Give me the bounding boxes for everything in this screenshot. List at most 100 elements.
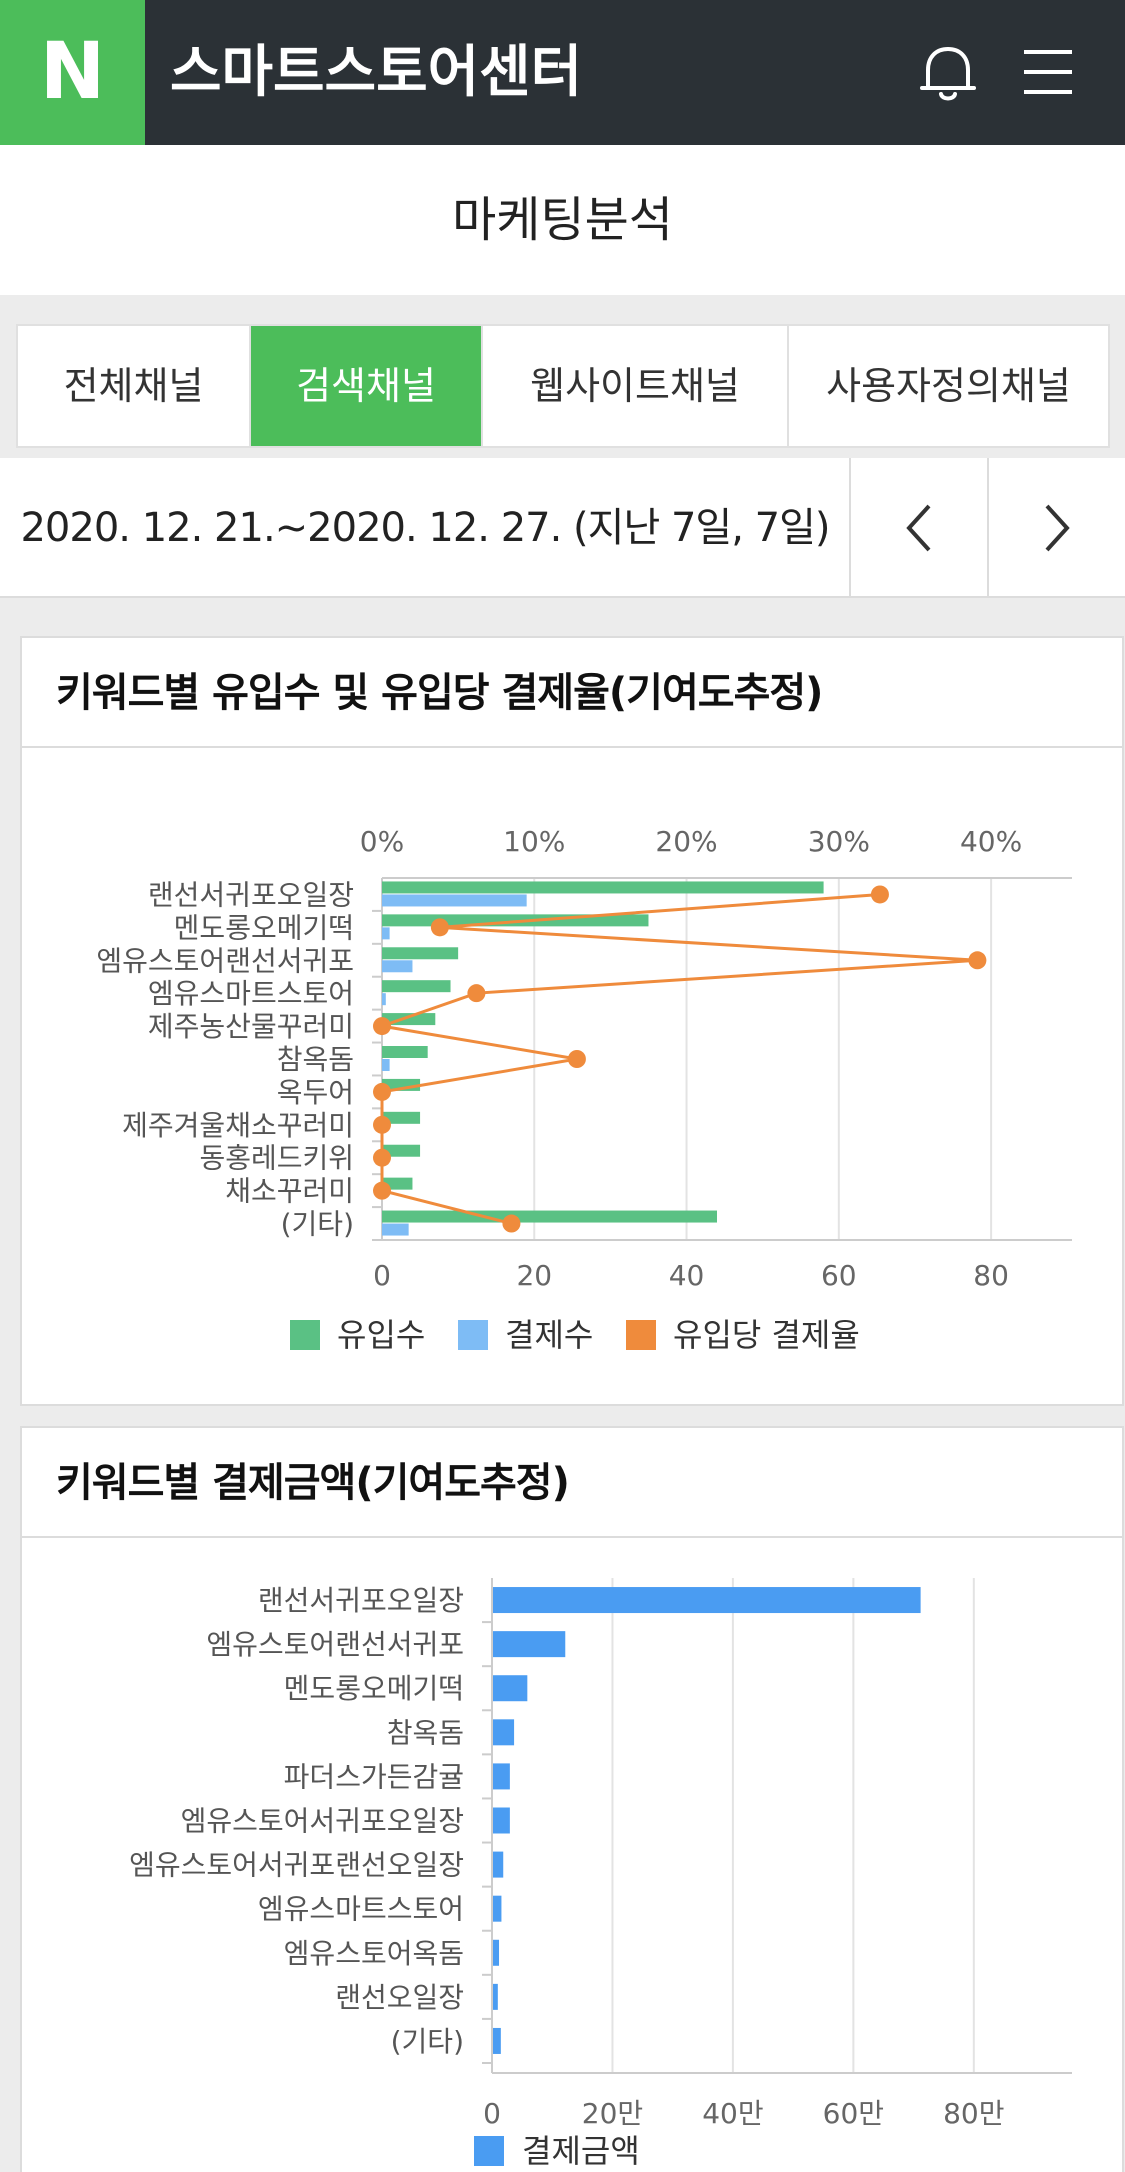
category-label: 제주겨울채소꾸러미: [122, 1109, 354, 1142]
conversion-rate-point: [870, 885, 889, 904]
naver-logo[interactable]: N: [0, 0, 145, 145]
payment-amount-bar: [493, 1895, 502, 1922]
legend-label: 결제수: [505, 1316, 593, 1354]
inflow-bar: [382, 1046, 428, 1058]
payment-count-bar: [382, 927, 390, 940]
chevron-left-icon: [906, 504, 931, 552]
legend-label: 결제금액: [522, 2132, 640, 2170]
inflow-bar: [382, 1111, 421, 1124]
conversion-rate-point: [430, 918, 449, 937]
category-label: 엠유스토어서귀포오일장: [181, 1805, 464, 1838]
chevron-right-icon: [1045, 504, 1070, 552]
x-tick-label: 0: [483, 2097, 501, 2130]
category-label: 엠유스토어옥돔: [284, 1937, 464, 1970]
category-label: 제주농산물꾸러미: [148, 1010, 354, 1043]
page-title: 마케팅분석: [452, 192, 673, 248]
x-tick-label: 0: [373, 1259, 391, 1292]
payment-amount-bar: [493, 1939, 500, 1966]
payment-amount-bar: [493, 1631, 566, 1658]
payment-count-bar: [382, 960, 413, 973]
tab-website-channels[interactable]: 웹사이트채널: [483, 326, 789, 446]
legend-label: 유입당 결제율: [673, 1316, 860, 1354]
category-label: 멘도롱오메기떡: [174, 911, 354, 944]
category-label: 파더스가든감귤: [284, 1760, 464, 1793]
hamburger-menu-icon[interactable]: [1022, 46, 1074, 98]
category-label: 채소꾸러미: [225, 1175, 354, 1208]
inflow-bar: [382, 881, 824, 894]
category-label: 참옥돔: [277, 1043, 354, 1076]
category-label: 랜선서귀포오일장: [258, 1584, 464, 1617]
legend-swatch: [474, 2136, 504, 2166]
x-tick-label: 20: [516, 1259, 552, 1292]
category-label: (기타): [281, 1208, 354, 1241]
x-tick-label: 20만: [582, 2097, 643, 2130]
conversion-rate-point: [968, 951, 987, 970]
tab-search-channels[interactable]: 검색채널: [251, 326, 483, 446]
payment-count-bar: [382, 1059, 390, 1071]
category-label: 랜선서귀포오일장: [148, 878, 354, 911]
conversion-rate-point: [373, 1148, 391, 1167]
inflow-bar: [382, 980, 451, 993]
conversion-rate-point: [373, 1115, 391, 1134]
legend-swatch: [290, 1320, 320, 1350]
top-tick-label: 20%: [655, 825, 717, 858]
category-label: 엠유스마트스토어: [148, 977, 354, 1010]
category-label: 멘도롱오메기떡: [284, 1672, 464, 1705]
top-tick-label: 0%: [360, 825, 404, 858]
x-tick-label: 80: [973, 1259, 1009, 1292]
tab-all-channels[interactable]: 전체채널: [18, 326, 251, 446]
payment-amount-bar: [493, 1719, 515, 1746]
page-title-bar: 마케팅분석: [0, 145, 1125, 295]
conversion-rate-point: [373, 1181, 391, 1200]
category-label: 랜선오일장: [335, 1981, 464, 2014]
top-tick-label: 10%: [503, 825, 565, 858]
conversion-rate-line: [380, 892, 978, 1225]
conversion-rate-point: [567, 1050, 586, 1068]
bell-icon[interactable]: [918, 42, 978, 104]
channel-tabs: 전체채널 검색채널 웹사이트채널 사용자정의채널: [16, 324, 1110, 448]
inflow-bar: [382, 1210, 717, 1223]
conversion-rate-point: [373, 1082, 391, 1101]
prev-period-button[interactable]: [849, 458, 987, 598]
category-label: (기타): [391, 2025, 464, 2058]
payment-amount-bar: [493, 1675, 528, 1702]
app-title[interactable]: 스마트스토어센터: [170, 40, 583, 105]
inflow-bar: [382, 1144, 421, 1157]
conversion-rate-point: [502, 1214, 521, 1233]
category-label: 엠유스토어랜선서귀포: [96, 944, 354, 977]
x-tick-label: 80만: [943, 2097, 1004, 2130]
category-label: 참옥돔: [387, 1716, 464, 1749]
legend-swatch: [626, 1320, 656, 1350]
payment-count-bar: [382, 993, 386, 1006]
conversion-rate-point: [467, 984, 486, 1003]
keyword-inflow-chart: 0 20 40 60 80 0% 10% 20% 30% 40% 랜선서귀포오일장멘도롱오메기떡엠유…: [96, 825, 1072, 1354]
payment-amount-bar: [493, 1763, 510, 1790]
x-tick-label: 40만: [702, 2097, 763, 2130]
payment-count-bar: [382, 894, 527, 907]
payment-amount-bar: [493, 2027, 501, 2054]
category-label: 엠유스토어서귀포랜선오일장: [129, 1849, 464, 1882]
category-label: 동홍레드키위: [199, 1142, 354, 1175]
date-range-text[interactable]: 2020. 12. 21.~2020. 12. 27. (지난 7일, 7일): [20, 505, 830, 551]
top-tick-label: 40%: [960, 825, 1022, 858]
category-label: 옥두어: [277, 1076, 354, 1109]
category-label: 엠유스토어랜선서귀포: [206, 1628, 464, 1661]
inflow-bar: [382, 947, 459, 960]
conversion-rate-point: [373, 1017, 391, 1036]
payment-amount-bar: [493, 1807, 510, 1834]
keyword-payment-title: 키워드별 결제금액(기여도추정): [22, 1428, 1122, 1538]
top-tick-label: 30%: [808, 825, 870, 858]
category-label: 엠유스마트스토어: [258, 1893, 464, 1926]
legend-swatch: [458, 1320, 488, 1350]
top-header: N 스마트스토어센터: [0, 0, 1125, 145]
date-range-bar: 2020. 12. 21.~2020. 12. 27. (지난 7일, 7일): [0, 458, 1125, 598]
keyword-payment-chart: 0 20만 40만 60만 80만 랜선서귀포오일장엠유스토어랜선서귀포멘도롱오메기떡참옥…: [129, 1578, 1072, 2170]
payment-count-bar: [382, 1223, 409, 1236]
keyword-inflow-title: 키워드별 유입수 및 유입당 결제율(기여도추정): [22, 638, 1122, 748]
next-period-button[interactable]: [987, 458, 1125, 598]
keyword-payment-card: 키워드별 결제금액(기여도추정) 0 20만 40만 60만 80만 랜선서귀포오일장 엠유…: [20, 1426, 1124, 2172]
payment-amount-bar: [493, 1851, 504, 1878]
tab-custom-channels[interactable]: 사용자정의채널: [826, 364, 1071, 408]
x-tick-label: 40: [669, 1259, 705, 1292]
payment-amount-bar: [493, 1587, 921, 1614]
